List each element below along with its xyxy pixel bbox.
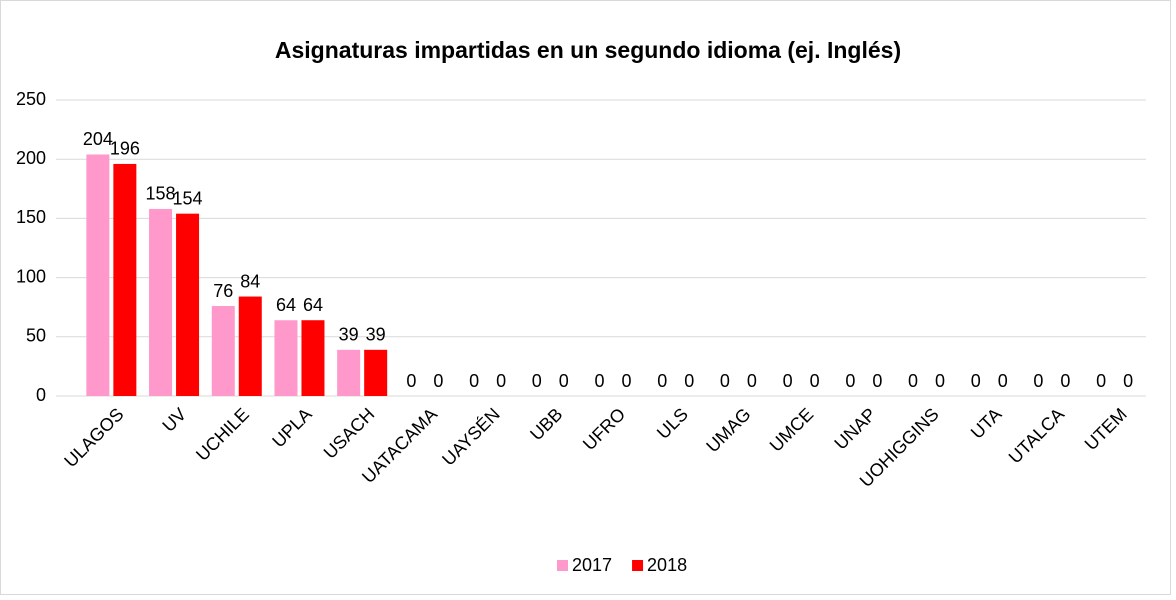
bar [238, 296, 262, 396]
y-tick-label: 250 [16, 89, 46, 109]
bar [337, 349, 361, 396]
data-label: 204 [83, 129, 113, 149]
bar [211, 306, 235, 396]
data-label: 0 [872, 371, 882, 391]
data-label: 0 [783, 371, 793, 391]
bar [86, 154, 110, 396]
data-label: 0 [433, 371, 443, 391]
data-label: 0 [532, 371, 542, 391]
y-tick-label: 0 [36, 385, 46, 405]
legend-label: 2018 [647, 555, 687, 575]
data-label: 158 [146, 184, 176, 204]
bar [274, 320, 298, 396]
bar [176, 213, 200, 396]
data-label: 0 [1060, 371, 1070, 391]
data-label: 0 [657, 371, 667, 391]
legend-swatch [632, 560, 644, 571]
y-tick-label: 50 [26, 326, 46, 346]
data-label: 0 [935, 371, 945, 391]
data-label: 39 [366, 325, 386, 345]
data-label: 0 [908, 371, 918, 391]
data-label: 76 [213, 281, 233, 301]
data-label: 0 [594, 371, 604, 391]
data-label: 154 [173, 188, 203, 208]
chart-title: Asignaturas impartidas en un segundo idi… [275, 37, 901, 63]
data-label: 196 [110, 139, 140, 159]
data-label: 64 [276, 295, 296, 315]
bar [364, 349, 388, 396]
data-label: 0 [747, 371, 757, 391]
data-label: 0 [1123, 371, 1133, 391]
legend-swatch [557, 560, 568, 571]
legend-label: 2017 [572, 555, 612, 575]
data-label: 0 [1096, 371, 1106, 391]
y-tick-label: 200 [16, 148, 46, 168]
bar [113, 163, 137, 396]
data-label: 39 [339, 325, 359, 345]
y-tick-label: 150 [16, 207, 46, 227]
data-label: 0 [720, 371, 730, 391]
bar [149, 208, 173, 396]
data-label: 64 [303, 295, 323, 315]
data-label: 0 [1033, 371, 1043, 391]
data-label: 0 [496, 371, 506, 391]
y-tick-label: 100 [16, 266, 46, 286]
data-label: 0 [684, 371, 694, 391]
bar [301, 320, 325, 396]
data-label: 0 [469, 371, 479, 391]
data-label: 84 [240, 271, 260, 291]
data-label: 0 [621, 371, 631, 391]
data-label: 0 [559, 371, 569, 391]
data-label: 0 [971, 371, 981, 391]
data-label: 0 [998, 371, 1008, 391]
data-label: 0 [406, 371, 416, 391]
data-label: 0 [810, 371, 820, 391]
data-label: 0 [845, 371, 855, 391]
